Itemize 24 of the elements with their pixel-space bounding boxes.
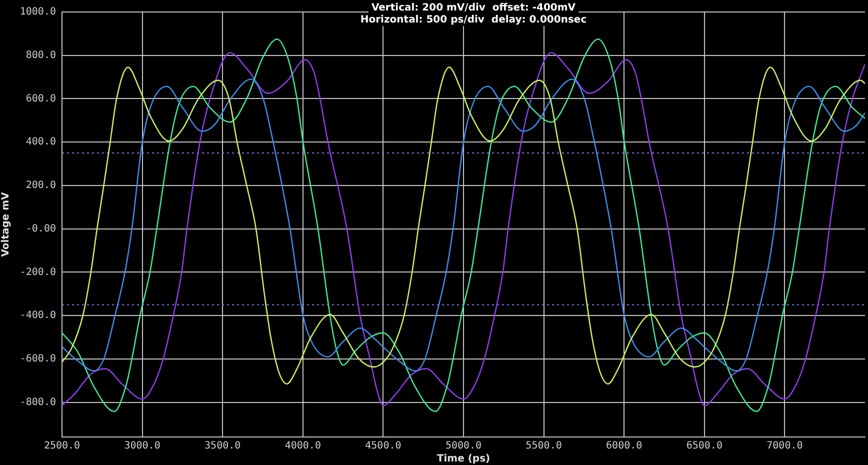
y-tick-label: -400.0	[20, 310, 56, 322]
y-axis-title: Voltage mV	[0, 192, 12, 257]
x-tick-label: 3500.0	[204, 440, 241, 452]
chart-title: Vertical: 200 mV/div offset: -400mV	[371, 2, 576, 14]
x-tick-label: 4000.0	[284, 440, 321, 452]
y-tick-label: 600.0	[26, 93, 56, 104]
x-axis-title: Time (ps)	[436, 454, 490, 465]
x-tick-label: 6000.0	[606, 440, 642, 452]
y-tick-label: 800.0	[26, 50, 56, 61]
x-tick-label: 3000.0	[124, 440, 160, 452]
y-tick-label: -0.00	[26, 223, 56, 234]
y-tick-label: -800.0	[20, 396, 56, 408]
x-tick-label: 6500.0	[686, 440, 722, 452]
y-tick-label: -200.0	[20, 266, 56, 278]
x-tick-label: 2500.0	[44, 440, 80, 452]
y-tick-label: 400.0	[26, 136, 56, 148]
y-tick-label: -600.0	[20, 354, 56, 365]
x-tick-label: 7000.0	[766, 440, 803, 452]
x-tick-label: 5000.0	[445, 440, 482, 452]
y-tick-label: 200.0	[26, 180, 56, 192]
x-tick-label: 4500.0	[365, 440, 402, 452]
y-tick-label: 1000.0	[20, 6, 56, 18]
x-tick-label: 5500.0	[526, 440, 562, 452]
chart-subtitle: Horizontal: 500 ps/div delay: 0.000nsec	[360, 14, 587, 26]
